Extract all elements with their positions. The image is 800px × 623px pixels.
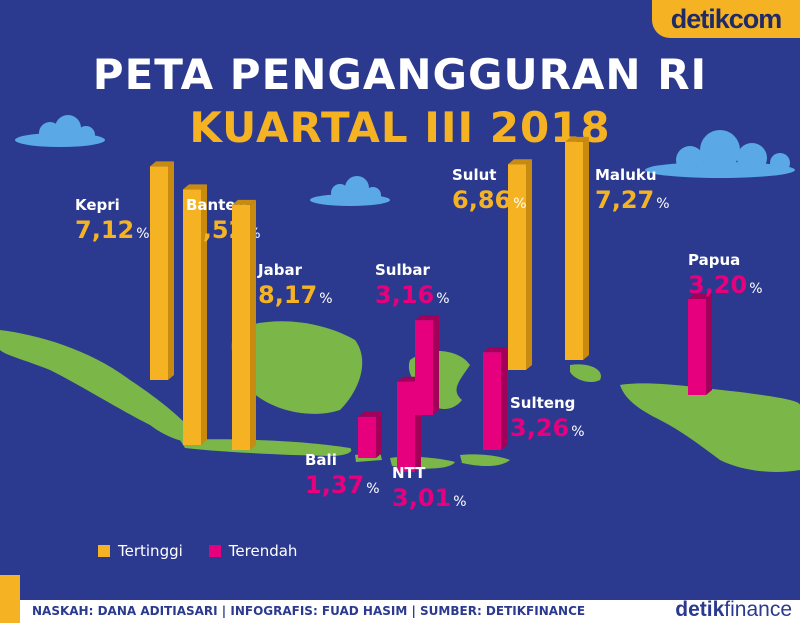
unit-label-jabar: % (319, 291, 332, 307)
value-label-jabar: 8,17% (258, 281, 333, 309)
detikcom-logo: detikcom (652, 0, 800, 38)
province-label-ntt: NTT (392, 464, 426, 482)
bar-side-maluku (583, 136, 589, 360)
bar-papua (688, 299, 706, 395)
bar-side-papua (706, 294, 712, 395)
footer-accent (0, 575, 20, 623)
value-label-sulbar: 3,16% (375, 281, 450, 309)
legend-swatch-high (98, 545, 110, 557)
bar-banten (183, 189, 201, 445)
bar-top-sulbar (415, 315, 439, 321)
province-label-jabar: Jabar (257, 261, 303, 279)
province-label-sulteng: Sulteng (510, 394, 575, 412)
unit-label-kepri: % (136, 226, 149, 242)
bar-side-jabar (250, 199, 256, 450)
legend-label-high: Tertinggi (118, 542, 183, 560)
logo-light: finance (724, 598, 792, 621)
bar-side-bali (376, 411, 382, 458)
legend: Tertinggi Terendah (98, 542, 297, 560)
credit-line: NASKAH: DANA ADITIASARI | INFOGRAFIS: FU… (32, 604, 586, 618)
logo-bold: detik (675, 598, 725, 621)
unit-label-ntt: % (453, 494, 466, 510)
legend-label-low: Terendah (228, 542, 298, 560)
bar-kepri (150, 166, 168, 380)
unit-label-papua: % (749, 281, 762, 297)
bar-top-banten (183, 184, 207, 190)
province-label-papua: Papua (688, 251, 740, 269)
unit-label-maluku: % (656, 196, 669, 212)
cloud-icon (15, 115, 795, 206)
province-label-sulbar: Sulbar (375, 261, 430, 279)
bar-side-sulteng (501, 347, 507, 450)
province-label-sulut: Sulut (452, 166, 496, 184)
bar-top-sulut (508, 159, 532, 165)
bar-sulut (508, 164, 526, 370)
value-label-kepri: 7,12% (75, 216, 150, 244)
unit-label-sulbar: % (436, 291, 449, 307)
bar-jabar (232, 204, 250, 450)
unit-label-sulut: % (513, 196, 526, 212)
bar-top-bali (358, 411, 382, 417)
bar-top-maluku (565, 136, 589, 142)
unit-label-bali: % (366, 481, 379, 497)
bar-side-kepri (168, 161, 174, 380)
value-label-bali: 1,37% (305, 471, 380, 499)
value-label-papua: 3,20% (688, 271, 763, 299)
footer-bar (0, 600, 800, 623)
province-label-banten: Banten (186, 196, 246, 214)
province-label-kepri: Kepri (75, 196, 120, 214)
bar-top-jabar (232, 199, 256, 205)
bar-top-kepri (150, 161, 174, 167)
province-label-maluku: Maluku (595, 166, 657, 184)
legend-item-low: Terendah (208, 542, 298, 560)
bar-sulbar (415, 320, 433, 415)
value-label-maluku: 7,27% (595, 186, 670, 214)
bar-side-sulbar (433, 315, 439, 415)
province-label-bali: Bali (305, 451, 337, 469)
bar-sulteng (483, 352, 501, 450)
chart-subtitle: KUARTAL III 2018 (189, 103, 611, 152)
unit-label-sulteng: % (571, 424, 584, 440)
bar-ntt (397, 381, 415, 472)
bar-top-sulteng (483, 347, 507, 353)
bar-maluku (565, 141, 583, 360)
bar-bali (358, 416, 376, 458)
bar-side-banten (201, 184, 207, 445)
detikfinance-logo: detikfinance (675, 598, 792, 622)
bar-top-papua (688, 294, 712, 299)
chart-title: PETA PENGANGGURAN RI (92, 50, 708, 99)
value-label-ntt: 3,01% (392, 484, 467, 512)
legend-item-high: Tertinggi (98, 542, 183, 560)
bar-side-sulut (526, 159, 532, 370)
value-label-sulteng: 3,26% (510, 414, 585, 442)
legend-swatch-low (208, 545, 221, 557)
